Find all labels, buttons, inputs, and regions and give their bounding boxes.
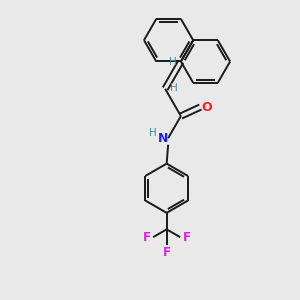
Text: F: F bbox=[142, 231, 151, 244]
Text: H: H bbox=[170, 83, 177, 93]
Text: N: N bbox=[158, 132, 168, 145]
Text: F: F bbox=[163, 246, 171, 259]
Text: H: H bbox=[169, 57, 176, 67]
Text: H: H bbox=[149, 128, 156, 138]
Text: O: O bbox=[202, 100, 212, 114]
Text: F: F bbox=[183, 231, 191, 244]
